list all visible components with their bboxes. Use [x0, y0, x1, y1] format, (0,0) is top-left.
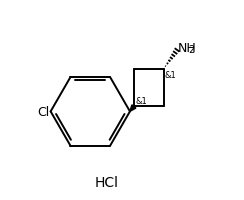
Text: HCl: HCl: [94, 175, 118, 189]
Text: 2: 2: [188, 45, 195, 55]
Text: &1: &1: [164, 71, 176, 80]
Polygon shape: [130, 105, 136, 112]
Text: &1: &1: [135, 97, 147, 106]
Text: NH: NH: [178, 42, 197, 55]
Text: Cl: Cl: [37, 105, 49, 118]
